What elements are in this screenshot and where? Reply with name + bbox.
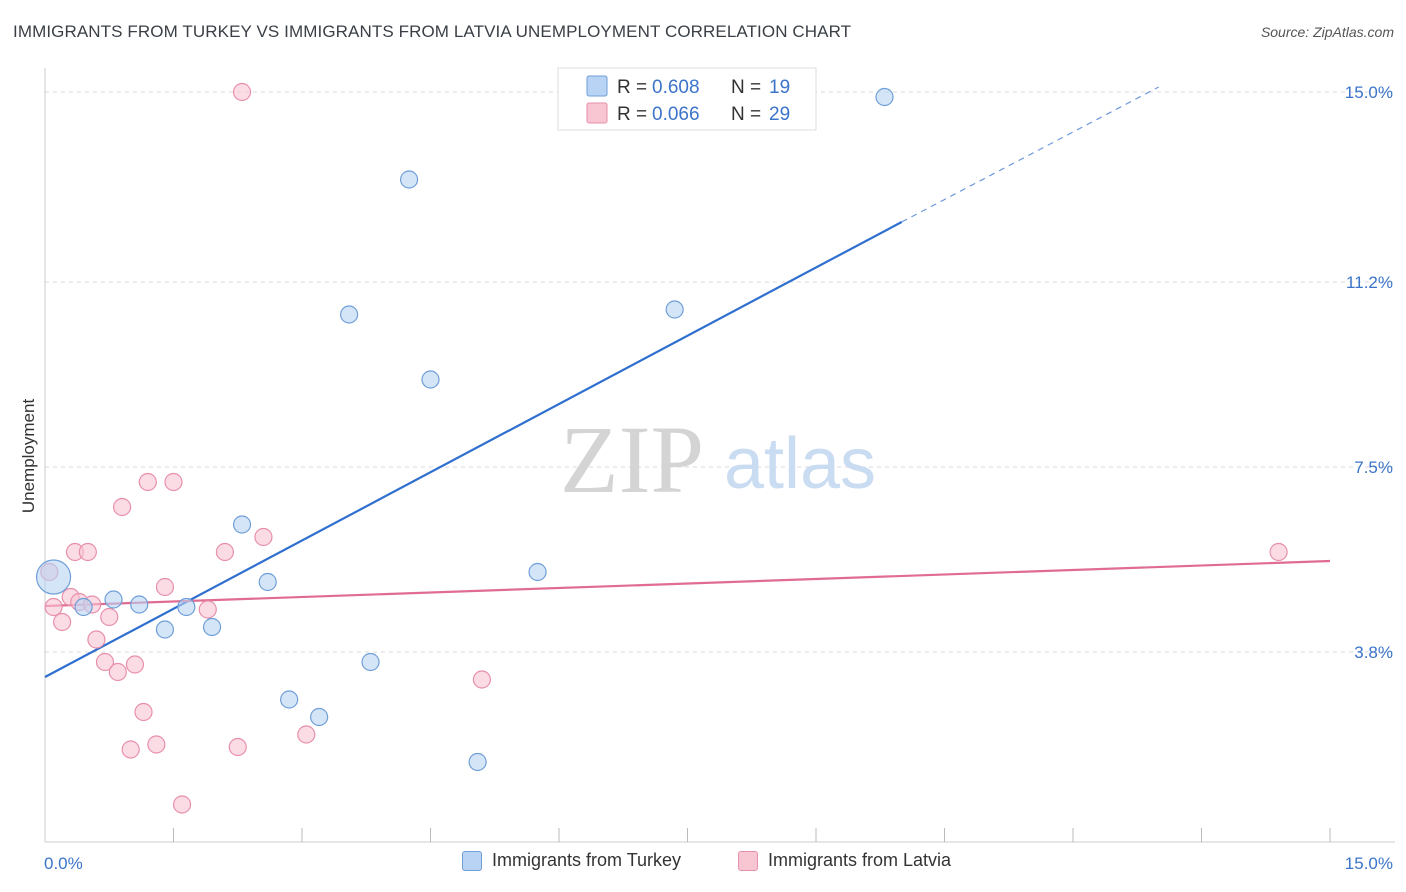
tick-labels: 3.8% 7.5% 11.2% 15.0% 0.0% 15.0%: [44, 83, 1393, 873]
point-turkey: [104, 590, 123, 609]
point-turkey: [177, 597, 196, 617]
legend-latvia-r-value: 0.066: [652, 104, 700, 125]
legend-latvia-swatch: [586, 102, 608, 124]
legend-turkey-r-label: R =: [617, 77, 652, 98]
point-latvia: [100, 607, 119, 627]
point-latvia: [172, 795, 192, 814]
legend-latvia-square: [738, 850, 758, 871]
grid-layer: [45, 91, 1395, 653]
point-latvia: [147, 735, 166, 754]
point-turkey: [421, 370, 440, 389]
legend-latvia-label: Immigrants from Latvia: [768, 850, 952, 870]
point-turkey: [258, 572, 277, 592]
watermark-zip: ZIP: [560, 406, 704, 513]
point-latvia: [215, 542, 234, 562]
point-turkey: [74, 597, 93, 617]
point-turkey: [232, 515, 252, 534]
point-turkey: [202, 617, 222, 637]
y-axis-label: Unemployment: [19, 399, 38, 514]
point-latvia: [232, 82, 252, 102]
y-tick-label: 15.0%: [1345, 83, 1393, 102]
watermark: ZIP atlas: [560, 406, 876, 513]
point-latvia: [228, 737, 247, 757]
legend-latvia-r-label: R =: [617, 104, 652, 125]
data-points: [35, 82, 1288, 814]
point-turkey: [875, 87, 894, 107]
legend-bottom: Immigrants from Turkey Immigrants from L…: [0, 850, 1406, 880]
point-turkey: [468, 752, 487, 772]
legend-item-turkey: Immigrants from Turkey: [462, 850, 681, 871]
point-turkey: [665, 300, 684, 319]
legend-latvia-n-label: N =: [731, 104, 766, 125]
point-latvia: [134, 702, 153, 722]
trend-lines: [44, 86, 1331, 678]
point-turkey: [155, 620, 175, 639]
trend-line-latvia: [44, 559, 1331, 608]
x-tick-label-end: 15.0%: [1345, 854, 1393, 873]
point-turkey: [528, 562, 547, 582]
legend-turkey-swatch: [586, 75, 608, 97]
point-latvia: [138, 472, 157, 492]
point-latvia: [1269, 542, 1288, 562]
point-turkey: [280, 690, 299, 709]
point-turkey: [340, 305, 359, 324]
legend-turkey-n-value: 19: [769, 77, 790, 98]
point-turkey: [361, 652, 380, 672]
axis-layer: [44, 68, 1395, 843]
legend-turkey-n-label: N =: [731, 77, 766, 98]
point-turkey: [310, 707, 329, 727]
point-latvia: [108, 662, 127, 682]
point-latvia: [78, 542, 97, 562]
point-latvia: [254, 527, 273, 547]
point-latvia: [198, 600, 217, 619]
y-tick-label: 3.8%: [1354, 643, 1393, 662]
legend-turkey-label: Immigrants from Turkey: [492, 850, 682, 870]
legend-item-latvia: Immigrants from Latvia: [738, 850, 951, 871]
y-tick-label: 7.5%: [1354, 458, 1393, 477]
source-label: Source: ZipAtlas.com: [1260, 24, 1394, 40]
point-latvia: [44, 597, 63, 617]
point-latvia: [95, 652, 115, 672]
point-latvia: [297, 725, 316, 744]
point-turkey: [130, 595, 149, 614]
point-latvia: [121, 740, 140, 759]
x-tick-label-start: 0.0%: [44, 854, 83, 873]
trend-line-turkey-extension: [901, 86, 1159, 223]
watermark-atlas: atlas: [724, 424, 876, 504]
point-latvia: [125, 655, 145, 674]
point-turkey: [35, 559, 72, 595]
point-latvia: [155, 577, 175, 597]
legend-top: R = 0.608 N = 19 R = 0.066 N = 29: [557, 67, 817, 131]
point-latvia: [164, 472, 183, 492]
legend-turkey-square: [462, 850, 482, 871]
chart-title: IMMIGRANTS FROM TURKEY VS IMMIGRANTS FRO…: [13, 22, 852, 41]
point-latvia: [472, 670, 491, 689]
legend-latvia-n-value: 29: [769, 104, 790, 125]
point-latvia: [53, 612, 72, 632]
y-tick-label: 11.2%: [1346, 273, 1393, 292]
point-latvia: [112, 497, 132, 517]
legend-turkey-r-value: 0.608: [652, 77, 700, 98]
point-turkey: [399, 170, 419, 189]
point-latvia: [87, 630, 106, 649]
